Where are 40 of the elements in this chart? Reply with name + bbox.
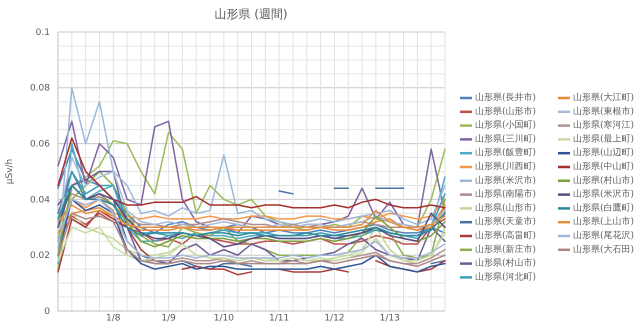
legend-label: 山形県(大石田) [573, 244, 634, 255]
chart-title: 山形県 (週間) [214, 7, 288, 21]
y-axis-title: μSv/h [5, 158, 15, 184]
legend-label: 山形県(寒河江) [573, 120, 634, 131]
legend-label: 山形県(村山市) [573, 174, 634, 186]
legend-label: 山形県(山形市) [475, 202, 536, 214]
y-tick-label: 0.02 [30, 251, 50, 262]
legend-label: 山形県(河北町) [475, 271, 536, 282]
legend-label: 山形県(尾花沢) [573, 230, 634, 241]
legend-label: 山形県(米沢市) [573, 188, 634, 200]
legend-label: 山形県(天童市) [475, 216, 536, 228]
legend-label: 山形県(小国町) [475, 120, 536, 131]
legend-label: 山形県(中山町) [573, 161, 634, 172]
legend-label: 山形県(村山市) [475, 258, 536, 269]
legend-label: 山形県(山形市) [475, 106, 536, 117]
y-tick-label: 0.08 [30, 84, 50, 94]
legend-label: 山形県(白鷹町) [573, 202, 634, 214]
y-tick-label: 0.1 [36, 28, 50, 38]
x-tick-label: 1/13 [380, 313, 400, 322]
x-tick-label: 1/8 [106, 313, 121, 322]
legend-label: 山形県(山辺町) [573, 147, 634, 158]
legend-label: 山形県(三川町) [475, 133, 536, 144]
legend-label: 山形県(川西町) [475, 161, 536, 172]
legend-label: 山形県(東根市) [573, 106, 634, 117]
legend-label: 山形県(高畠町) [475, 230, 536, 241]
legend-label: 山形県(長井市) [475, 92, 536, 103]
x-tick-label: 1/12 [324, 313, 345, 322]
legend-label: 山形県(最上町) [573, 133, 634, 144]
legend-label: 山形県(新庄市) [475, 244, 536, 255]
legend-label: 山形県(南陽市) [475, 188, 536, 200]
y-tick-label: 0 [44, 306, 50, 317]
x-tick-label: 1/11 [269, 313, 290, 322]
x-tick-label: 1/10 [214, 313, 234, 322]
legend-label: 山形県(米沢市) [475, 174, 536, 186]
legend-label: 山形県(飯豊町) [475, 147, 536, 158]
x-tick-label: 1/9 [161, 313, 176, 322]
y-tick-label: 0.04 [30, 195, 50, 206]
legend-label: 山形県(大江町) [573, 92, 634, 103]
y-tick-label: 0.06 [30, 139, 50, 150]
legend-label: 山形県(上山市) [573, 216, 634, 228]
